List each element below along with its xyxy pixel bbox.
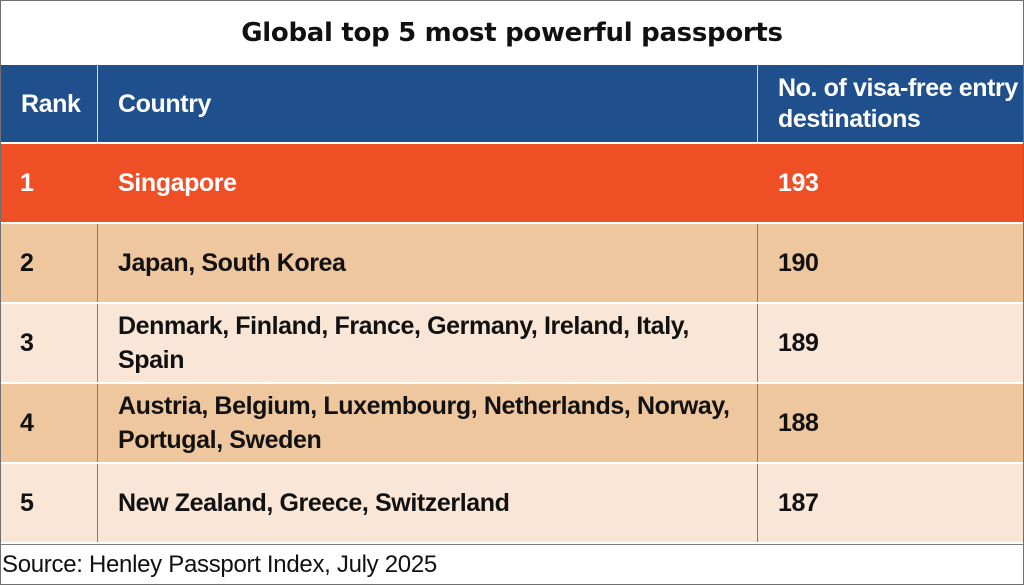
- rank-cell: 3: [20, 329, 34, 357]
- country-cell: Austria, Belgium, Luxembourg, Netherland…: [97, 384, 757, 462]
- table-row: 5 New Zealand, Greece, Switzerland 187: [1, 464, 1023, 542]
- rank-cell: 5: [20, 489, 34, 517]
- column-header-country: Country: [97, 65, 757, 142]
- table-row: 4 Austria, Belgium, Luxembourg, Netherla…: [1, 384, 1023, 464]
- rank-cell: 2: [20, 249, 34, 277]
- destinations-value-cell: 187: [757, 464, 1023, 542]
- table-header-row: Rank Country No. of visa-free entry dest…: [1, 65, 1023, 144]
- table-row: 1 Singapore 193: [1, 144, 1023, 224]
- passport-table: Rank Country No. of visa-free entry dest…: [1, 65, 1023, 544]
- destinations-value-cell: 189: [757, 304, 1023, 382]
- source-note: Source: Henley Passport Index, July 2025: [1, 544, 1023, 584]
- destinations-value-cell: 188: [757, 384, 1023, 462]
- destinations-value-cell: 193: [757, 144, 1023, 222]
- chart-title: Global top 5 most powerful passports: [241, 18, 783, 48]
- country-cell: Japan, South Korea: [97, 224, 757, 302]
- rank-cell: 1: [20, 169, 34, 197]
- country-cell: New Zealand, Greece, Switzerland: [97, 464, 757, 542]
- table-row: 2 Japan, South Korea 190: [1, 224, 1023, 304]
- country-cell: Singapore: [97, 144, 757, 222]
- column-header-visa-free-destinations: No. of visa-free entry destinations: [757, 65, 1023, 142]
- column-header-rank: Rank: [21, 89, 81, 118]
- rank-cell: 4: [20, 409, 34, 437]
- table-row: 3 Denmark, Finland, France, Germany, Ire…: [1, 304, 1023, 384]
- destinations-value-cell: 190: [757, 224, 1023, 302]
- country-cell: Denmark, Finland, France, Germany, Irela…: [97, 304, 757, 382]
